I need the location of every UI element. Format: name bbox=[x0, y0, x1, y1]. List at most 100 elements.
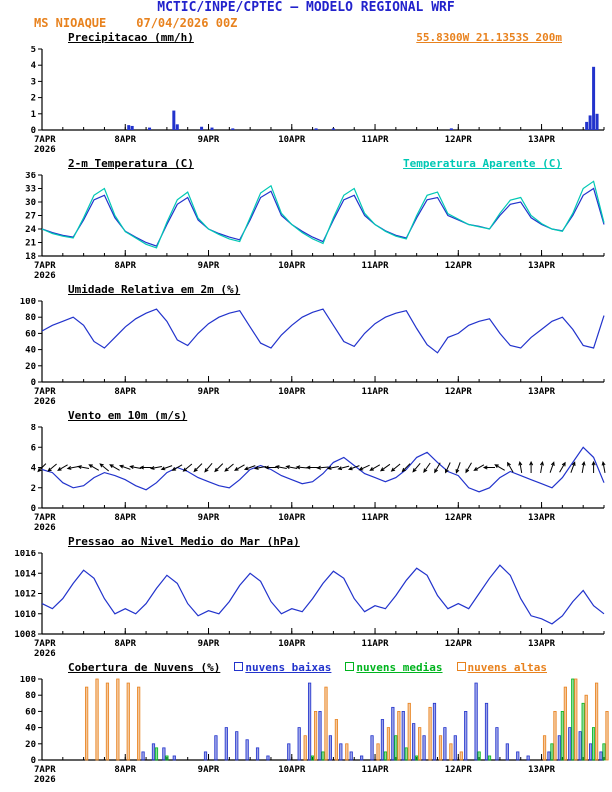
svg-text:11APR: 11APR bbox=[361, 261, 389, 271]
svg-text:0: 0 bbox=[31, 504, 36, 514]
svg-text:5: 5 bbox=[31, 46, 36, 55]
svg-text:2: 2 bbox=[31, 484, 36, 494]
svg-text:8APR: 8APR bbox=[114, 387, 136, 397]
svg-text:100: 100 bbox=[20, 676, 36, 685]
svg-text:9APR: 9APR bbox=[198, 135, 220, 145]
svg-text:7APR: 7APR bbox=[34, 261, 56, 271]
svg-text:7APR: 7APR bbox=[34, 639, 56, 649]
legend-square-green-icon bbox=[345, 662, 355, 671]
svg-text:1014: 1014 bbox=[14, 569, 36, 579]
legend-square-blue-icon bbox=[234, 662, 244, 671]
svg-text:2026: 2026 bbox=[34, 649, 56, 659]
svg-text:1010: 1010 bbox=[14, 610, 36, 620]
svg-text:80: 80 bbox=[25, 691, 36, 701]
svg-text:1: 1 bbox=[31, 110, 36, 120]
svg-text:10APR: 10APR bbox=[278, 135, 306, 145]
svg-text:9APR: 9APR bbox=[198, 513, 220, 523]
svg-text:21: 21 bbox=[25, 239, 36, 249]
svg-text:60: 60 bbox=[25, 329, 36, 339]
svg-text:30: 30 bbox=[25, 198, 36, 208]
svg-text:12APR: 12APR bbox=[445, 765, 473, 775]
svg-text:9APR: 9APR bbox=[198, 387, 220, 397]
svg-text:11APR: 11APR bbox=[361, 135, 389, 145]
legend-nuvens-medias-label: nuvens medias bbox=[356, 661, 443, 674]
page-title: MCTIC/INPE/CPTEC — MODELO REGIONAL WRF bbox=[157, 0, 455, 15]
header-subtitle: MS NIOAQUE 07/04/2026 00Z bbox=[0, 16, 612, 30]
svg-text:9APR: 9APR bbox=[198, 765, 220, 775]
svg-text:20: 20 bbox=[25, 362, 36, 372]
svg-text:11APR: 11APR bbox=[361, 765, 389, 775]
svg-text:2026: 2026 bbox=[34, 271, 56, 281]
svg-text:8APR: 8APR bbox=[114, 765, 136, 775]
svg-text:33: 33 bbox=[25, 185, 36, 195]
svg-text:80: 80 bbox=[25, 313, 36, 323]
svg-text:10APR: 10APR bbox=[278, 513, 306, 523]
svg-text:13APR: 13APR bbox=[528, 765, 556, 775]
temperature-title-row: 2-m Temperatura (C) Temperatura Aparente… bbox=[0, 156, 612, 172]
svg-text:8: 8 bbox=[31, 424, 36, 433]
svg-text:12APR: 12APR bbox=[445, 513, 473, 523]
svg-text:10APR: 10APR bbox=[278, 387, 306, 397]
panel-precipitation: Precipitacao (mm/h) 55.8300W 21.1353S 20… bbox=[0, 30, 612, 156]
svg-text:100: 100 bbox=[20, 298, 36, 307]
svg-text:10APR: 10APR bbox=[278, 765, 306, 775]
svg-text:11APR: 11APR bbox=[361, 513, 389, 523]
svg-text:10APR: 10APR bbox=[278, 639, 306, 649]
legend-nuvens-baixas-label: nuvens baixas bbox=[245, 661, 332, 674]
apparent-temperature-label: Temperatura Aparente (C) bbox=[403, 157, 562, 170]
svg-text:12APR: 12APR bbox=[445, 387, 473, 397]
panel-temperature: 2-m Temperatura (C) Temperatura Aparente… bbox=[0, 156, 612, 282]
svg-text:13APR: 13APR bbox=[528, 261, 556, 271]
svg-text:13APR: 13APR bbox=[528, 639, 556, 649]
svg-text:40: 40 bbox=[25, 346, 36, 356]
svg-text:11APR: 11APR bbox=[361, 639, 389, 649]
svg-text:40: 40 bbox=[25, 724, 36, 734]
svg-text:13APR: 13APR bbox=[528, 513, 556, 523]
svg-text:7APR: 7APR bbox=[34, 513, 56, 523]
svg-text:1012: 1012 bbox=[14, 590, 36, 600]
svg-text:12APR: 12APR bbox=[445, 261, 473, 271]
svg-text:2: 2 bbox=[31, 94, 36, 104]
svg-text:12APR: 12APR bbox=[445, 135, 473, 145]
svg-text:0: 0 bbox=[31, 378, 36, 388]
panel-pressure: Pressao ao Nivel Medio do Mar (hPa) 1008… bbox=[0, 534, 612, 660]
svg-text:4: 4 bbox=[31, 464, 37, 474]
svg-text:60: 60 bbox=[25, 707, 36, 717]
svg-text:3: 3 bbox=[31, 77, 36, 87]
legend-square-orange-icon bbox=[456, 662, 466, 671]
svg-text:8APR: 8APR bbox=[114, 135, 136, 145]
svg-text:4: 4 bbox=[31, 61, 37, 71]
legend-nuvens-baixas: nuvens baixas bbox=[234, 660, 331, 676]
legend-nuvens-altas: nuvens altas bbox=[456, 660, 547, 676]
svg-text:2026: 2026 bbox=[34, 775, 56, 785]
svg-text:8APR: 8APR bbox=[114, 639, 136, 649]
svg-text:9APR: 9APR bbox=[198, 261, 220, 271]
svg-text:12APR: 12APR bbox=[445, 639, 473, 649]
svg-text:24: 24 bbox=[25, 225, 36, 235]
svg-text:7APR: 7APR bbox=[34, 135, 56, 145]
svg-text:13APR: 13APR bbox=[528, 135, 556, 145]
precipitation-title-row: Precipitacao (mm/h) 55.8300W 21.1353S 20… bbox=[0, 30, 612, 46]
svg-text:18: 18 bbox=[25, 252, 36, 262]
svg-text:0: 0 bbox=[31, 126, 36, 136]
svg-text:8APR: 8APR bbox=[114, 261, 136, 271]
svg-text:27: 27 bbox=[25, 212, 36, 222]
svg-text:2026: 2026 bbox=[34, 397, 56, 407]
precipitation-title: Precipitacao (mm/h) bbox=[68, 31, 194, 44]
svg-text:7APR: 7APR bbox=[34, 387, 56, 397]
humidity-title-row: Umidade Relativa em 2m (%) bbox=[0, 282, 612, 298]
legend-nuvens-medias: nuvens medias bbox=[345, 660, 443, 676]
clouds-title-row: Cobertura de Nuvens (%) nuvens baixas nu… bbox=[0, 660, 612, 676]
svg-text:11APR: 11APR bbox=[361, 387, 389, 397]
svg-text:20: 20 bbox=[25, 740, 36, 750]
location-label: 55.8300W 21.1353S 200m bbox=[416, 31, 562, 44]
temperature-title: 2-m Temperatura (C) bbox=[68, 157, 194, 170]
svg-text:0: 0 bbox=[31, 756, 36, 766]
wind-title-row: Vento em 10m (m/s) bbox=[0, 408, 612, 424]
